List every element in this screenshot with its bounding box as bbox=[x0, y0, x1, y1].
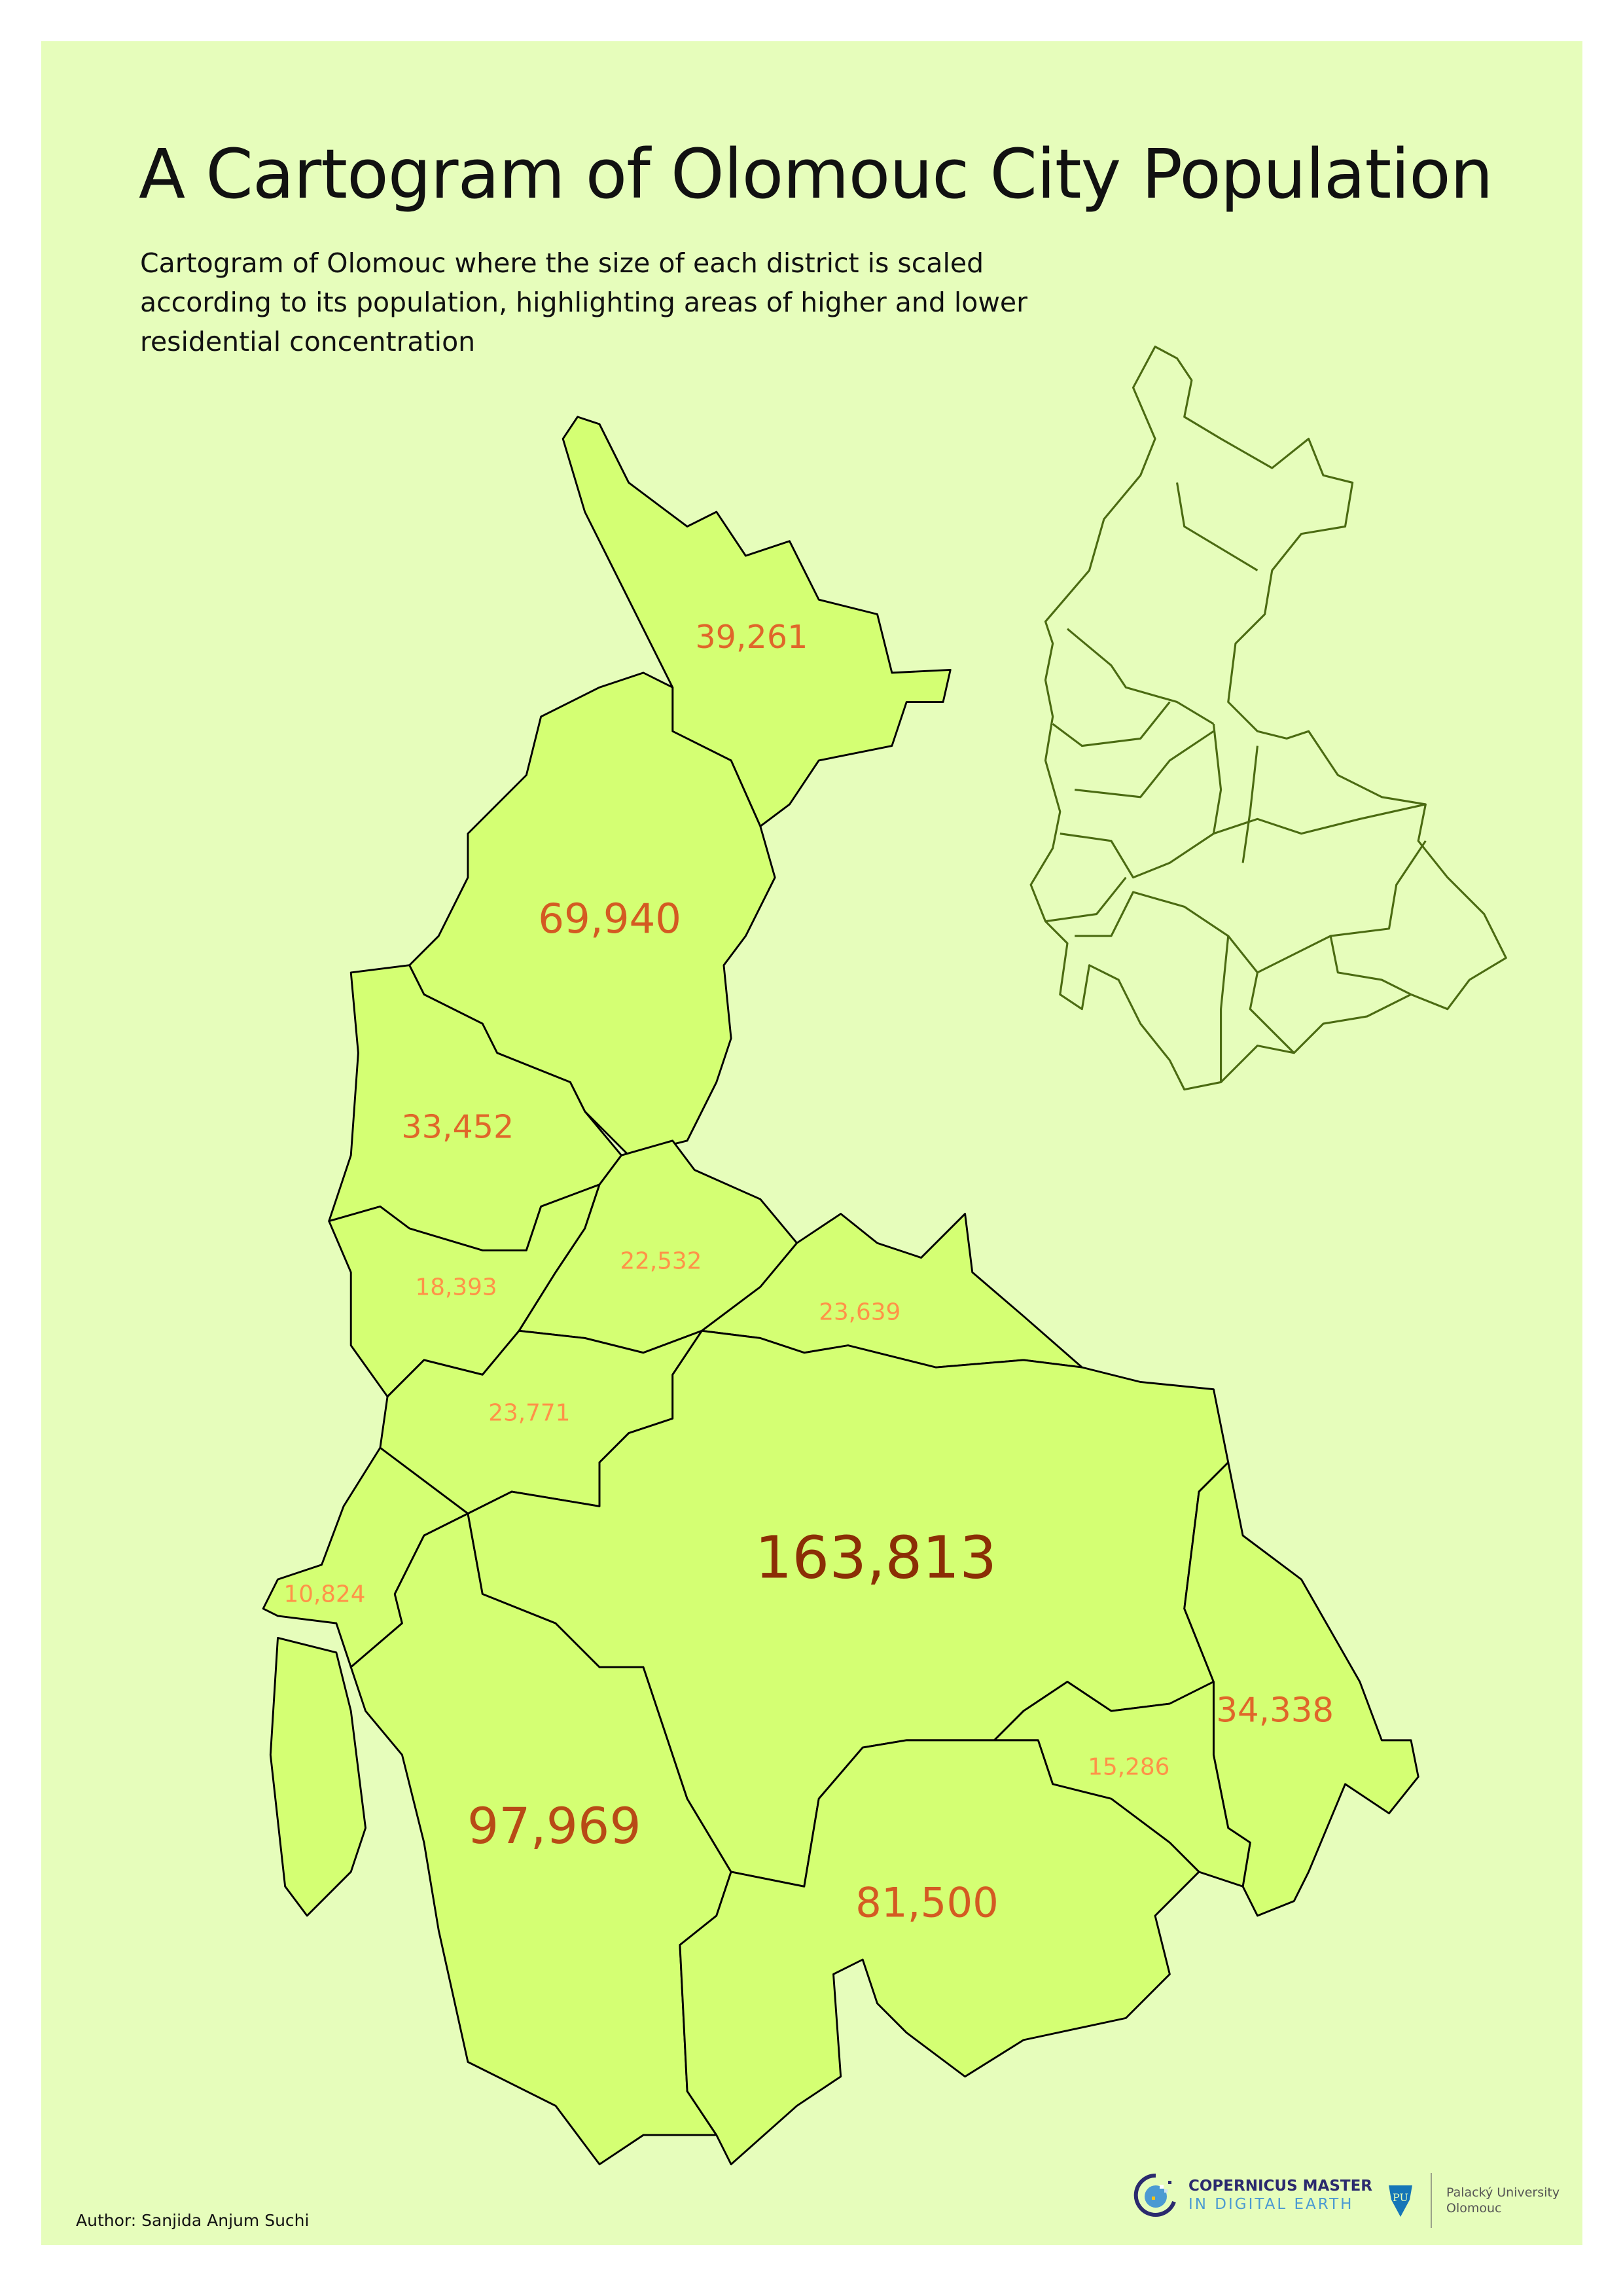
logo-divider bbox=[1431, 2173, 1432, 2228]
label-39261: 39,261 bbox=[695, 618, 808, 656]
label-97969: 97,969 bbox=[467, 1797, 641, 1855]
overview-map bbox=[1029, 346, 1507, 1091]
overview-boundary bbox=[1066, 628, 1215, 725]
copernicus-logo-icon bbox=[1133, 2173, 1176, 2217]
palacky-university-logo: PU Palacký University Olomouc bbox=[1387, 2173, 1560, 2228]
overview-boundary bbox=[1227, 840, 1427, 974]
copernicus-master-logo: COPERNICUS MASTER IN DIGITAL EARTH bbox=[1132, 2172, 1372, 2219]
overview-boundary bbox=[1074, 730, 1215, 798]
author-credit: Author: Sanjida Anjum Suchi bbox=[76, 2211, 310, 2230]
district-labels: 39,261 69,940 33,452 18,393 22,532 23,63… bbox=[283, 618, 1334, 1926]
svg-text:PU: PU bbox=[1393, 2191, 1408, 2204]
overview-boundary bbox=[1212, 723, 1222, 834]
label-34338: 34,338 bbox=[1216, 1691, 1334, 1730]
overview-boundary bbox=[1176, 482, 1258, 571]
overview-boundary bbox=[1075, 891, 1230, 1083]
district-10824-strip bbox=[269, 1637, 367, 1917]
cartogram-districts bbox=[262, 416, 1419, 2166]
label-33452: 33,452 bbox=[401, 1107, 514, 1145]
overview-outline bbox=[1029, 346, 1507, 1091]
palacky-logo-line1: Palacký University bbox=[1446, 2185, 1560, 2200]
map-subtitle: Cartogram of Olomouc where the size of e… bbox=[140, 247, 1028, 357]
overview-boundary bbox=[1052, 701, 1171, 747]
label-18393: 18,393 bbox=[416, 1274, 497, 1300]
overview-boundary bbox=[1045, 876, 1127, 923]
label-23771: 23,771 bbox=[488, 1400, 570, 1427]
label-23639: 23,639 bbox=[819, 1299, 901, 1325]
label-69940: 69,940 bbox=[538, 895, 681, 942]
overview-boundary bbox=[1249, 972, 1295, 1054]
palacky-shield-icon: PU bbox=[1389, 2185, 1412, 2217]
label-81500: 81,500 bbox=[855, 1878, 999, 1926]
overview-boundary bbox=[1241, 745, 1258, 863]
district-39261 bbox=[562, 416, 952, 827]
overview-boundary bbox=[1060, 803, 1426, 879]
palacky-logo-line2: Olomouc bbox=[1446, 2201, 1502, 2215]
label-22532: 22,532 bbox=[620, 1247, 702, 1274]
label-10824: 10,824 bbox=[283, 1581, 365, 1608]
label-163813: 163,813 bbox=[755, 1524, 997, 1592]
overview-boundary bbox=[1329, 935, 1412, 996]
copernicus-logo-line1: COPERNICUS MASTER bbox=[1188, 2178, 1373, 2195]
district-81500 bbox=[679, 1739, 1200, 2166]
map-title: A Cartogram of Olomouc City Population bbox=[139, 134, 1493, 214]
copernicus-logo-line2: IN DIGITAL EARTH bbox=[1188, 2196, 1354, 2213]
label-15286: 15,286 bbox=[1088, 1753, 1169, 1780]
